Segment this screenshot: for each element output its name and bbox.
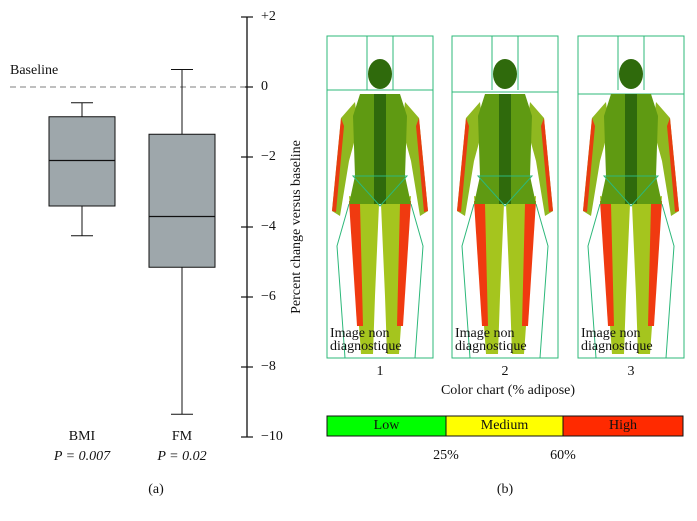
y-tick-label: −8	[261, 359, 276, 374]
arm	[402, 102, 428, 216]
category-label: BMI	[69, 429, 96, 444]
image-label: 2	[502, 364, 509, 379]
overlay-text: Image non	[455, 326, 514, 341]
leg-fat	[474, 201, 488, 326]
arm-fat	[583, 118, 595, 212]
leg-fat	[648, 201, 662, 326]
color-segment	[562, 415, 684, 437]
leg-fat	[522, 201, 536, 326]
segment-label: High	[609, 418, 637, 433]
spine	[625, 94, 637, 204]
overlay-text: Image non	[330, 326, 389, 341]
y-tick-label: +2	[261, 9, 276, 24]
panel-label: (b)	[497, 482, 514, 497]
y-tick-label: −10	[261, 429, 283, 444]
overlay-text: diagnostique	[581, 339, 653, 354]
image-label: 1	[377, 364, 384, 379]
overlay-text: diagnostique	[330, 339, 402, 354]
hip-lines	[461, 175, 549, 359]
color-chart-title: Color chart (% adipose)	[441, 383, 575, 398]
arm	[457, 102, 483, 216]
p-value: P = 0.02	[156, 449, 206, 464]
hip-lines	[336, 175, 424, 359]
arm	[583, 102, 609, 216]
arm-fat	[457, 118, 469, 212]
arm-fat	[667, 118, 679, 212]
y-tick-label: −2	[261, 149, 276, 164]
spine	[499, 94, 511, 204]
threshold-label: 25%	[433, 448, 459, 463]
head	[493, 59, 517, 89]
image-label: 3	[628, 364, 635, 379]
leg-fat	[397, 201, 411, 326]
p-value: P = 0.007	[53, 449, 111, 464]
overlay-text: Image non	[581, 326, 640, 341]
arm	[653, 102, 679, 216]
arm	[527, 102, 553, 216]
leg-fat	[349, 201, 363, 326]
segment-label: Low	[374, 418, 401, 433]
leg-fat	[600, 201, 614, 326]
y-tick-label: −6	[261, 289, 276, 304]
y-tick-label: 0	[261, 79, 268, 94]
scan-frame	[451, 35, 559, 359]
box	[48, 116, 116, 207]
arm	[332, 102, 358, 216]
arm-fat	[332, 118, 344, 212]
hip-lines	[587, 175, 675, 359]
arm-fat	[416, 118, 428, 212]
spine	[374, 94, 386, 204]
head	[619, 59, 643, 89]
arm-fat	[541, 118, 553, 212]
panel-label: (a)	[148, 482, 164, 497]
box	[148, 133, 216, 268]
y-tick-label: −4	[261, 219, 276, 234]
scan-frame	[577, 35, 685, 359]
scan-frame	[326, 35, 434, 359]
head	[368, 59, 392, 89]
category-label: FM	[172, 429, 193, 444]
segment-label: Medium	[481, 418, 529, 433]
baseline-label: Baseline	[10, 63, 58, 78]
threshold-label: 60%	[550, 448, 576, 463]
overlay-text: diagnostique	[455, 339, 527, 354]
y-axis-label: Percent change versus baseline	[289, 140, 304, 314]
